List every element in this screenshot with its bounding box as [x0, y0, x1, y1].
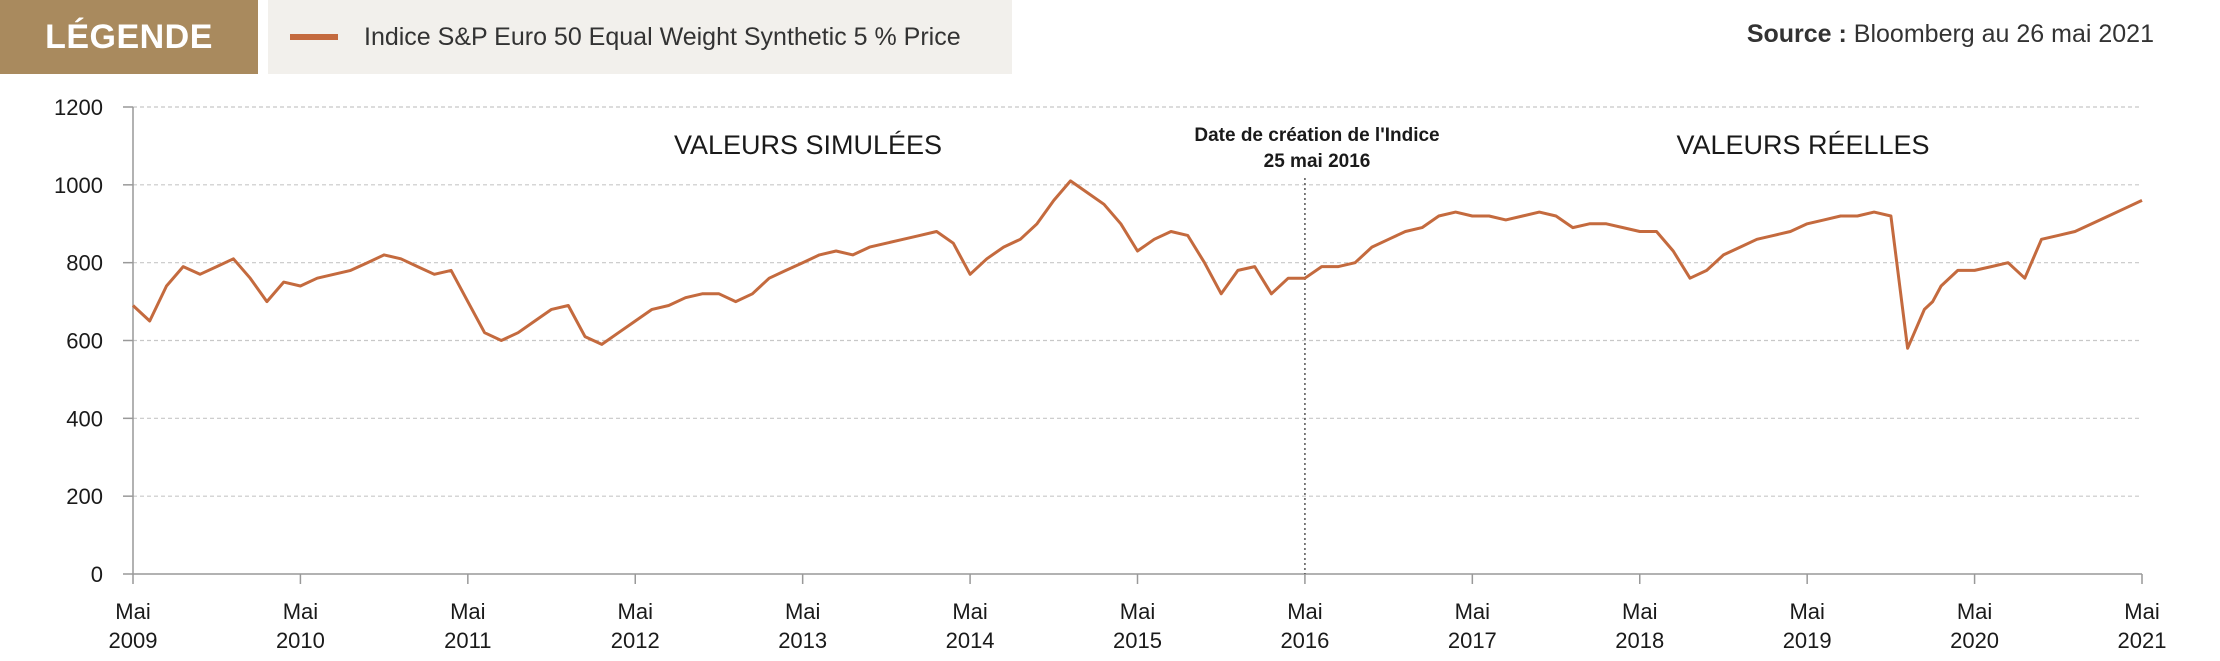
x-tick-label-month: Mai [283, 599, 318, 624]
x-tick-label-year: 2012 [611, 628, 660, 653]
x-tick-label-month: Mai [1957, 599, 1992, 624]
legend-series-label: Indice S&P Euro 50 Equal Weight Syntheti… [364, 22, 961, 51]
legend-box: Indice S&P Euro 50 Equal Weight Syntheti… [268, 0, 1012, 74]
x-tick-label-year: 2010 [276, 628, 325, 653]
series-line [131, 179, 2143, 350]
x-tick-label-year: 2020 [1950, 628, 1999, 653]
annotation-layer: VALEURS SIMULÉES VALEURS RÉELLES Date de… [674, 125, 1930, 172]
x-tick-label-month: Mai [1120, 599, 1155, 624]
x-tick-label-year: 2017 [1448, 628, 1497, 653]
x-tick-label-year: 2016 [1280, 628, 1329, 653]
source-note: Source : Bloomberg au 26 mai 2021 [1747, 20, 2154, 49]
legend-line-swatch [290, 34, 338, 40]
x-tick-label-month: Mai [1622, 599, 1657, 624]
x-tick-label-month: Mai [1287, 599, 1322, 624]
axis-layer: 0 200 400 600 800 1000 1200 Mai 2009 Mai 2010 Mai 20… [54, 95, 2166, 653]
x-tick-label-month: Mai [1789, 599, 1824, 624]
y-tick-label: 1000 [54, 173, 103, 198]
source-text: Bloomberg au 26 mai 2021 [1853, 20, 2154, 48]
y-tick-label: 400 [66, 406, 103, 431]
x-tick-label-year: 2009 [109, 628, 158, 653]
y-tick-label: 0 [91, 562, 103, 587]
y-tick-label: 800 [66, 251, 103, 276]
creation-date-label-line2: 25 mai 2016 [1264, 151, 1371, 172]
creation-date-label-line1: Date de création de l'Indice [1194, 125, 1439, 146]
x-tick-label-month: Mai [115, 599, 150, 624]
x-tick-label-month: Mai [1455, 599, 1490, 624]
x-tick-label-year: 2013 [778, 628, 827, 653]
source-prefix: Source : [1746, 20, 1847, 48]
x-tick-label-month: Mai [785, 599, 820, 624]
y-tick-label: 600 [66, 329, 103, 354]
y-tick-label: 200 [66, 484, 103, 509]
grid-layer [133, 106, 2142, 497]
series-layer [131, 179, 2143, 350]
x-tick-label-month: Mai [618, 599, 653, 624]
x-tick-label-year: 2018 [1615, 628, 1664, 653]
x-tick-label-year: 2021 [2118, 628, 2167, 653]
x-tick-label-year: 2011 [444, 628, 491, 653]
y-tick-label: 1200 [54, 95, 103, 120]
x-tick-label-year: 2019 [1783, 628, 1832, 653]
legend-tag-label: LÉGENDE [45, 17, 213, 56]
real-values-label: VALEURS RÉELLES [1676, 130, 1929, 160]
legend-tag: LÉGENDE [0, 0, 258, 74]
x-tick-label-year: 2014 [946, 628, 995, 653]
x-tick-label-year: 2015 [1113, 628, 1162, 653]
x-tick-label-month: Mai [450, 599, 485, 624]
x-tick-label-month: Mai [952, 599, 987, 624]
x-tick-label-month: Mai [2124, 599, 2159, 624]
simulated-values-label: VALEURS SIMULÉES [674, 130, 942, 160]
